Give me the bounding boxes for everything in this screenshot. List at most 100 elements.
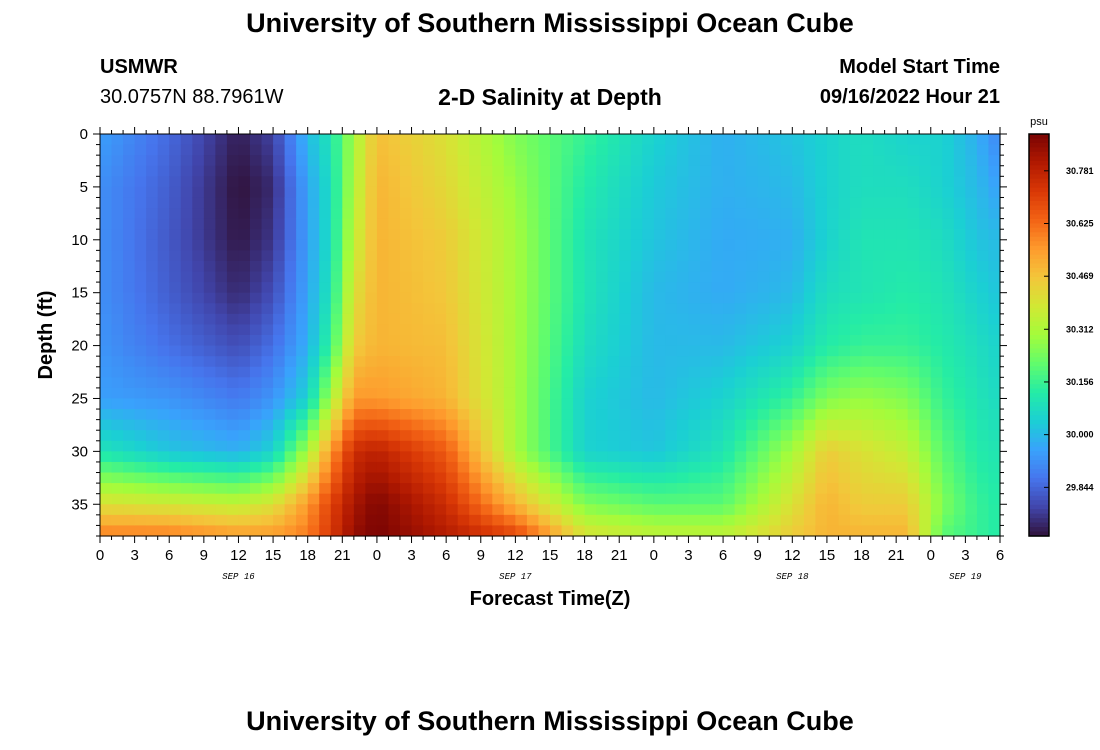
heatmap-cell xyxy=(861,250,874,262)
heatmap-cell xyxy=(480,451,493,463)
heatmap-cell xyxy=(688,366,701,378)
heatmap-cell xyxy=(238,461,251,474)
heatmap-cell xyxy=(619,239,632,251)
heatmap-cell xyxy=(896,525,909,537)
heatmap-cell xyxy=(100,165,113,177)
heatmap-cell xyxy=(573,483,586,495)
heatmap-cell xyxy=(261,493,274,505)
heatmap-cell xyxy=(746,525,759,537)
heatmap-cell xyxy=(353,387,366,400)
heatmap-cell xyxy=(526,409,540,421)
heatmap-cell xyxy=(284,208,297,220)
heatmap-cell xyxy=(884,525,897,537)
heatmap-cell xyxy=(965,514,978,527)
heatmap-cell xyxy=(123,377,136,389)
heatmap-cell xyxy=(919,514,932,527)
heatmap-cell xyxy=(965,398,978,410)
heatmap-cell xyxy=(411,472,424,484)
heatmap-cell xyxy=(861,197,874,209)
colorbar-segment xyxy=(1029,276,1049,282)
heatmap-cell xyxy=(492,409,505,421)
heatmap-cell xyxy=(896,271,909,283)
heatmap-cell xyxy=(596,218,609,230)
heatmap-cell xyxy=(723,218,736,230)
heatmap-cell xyxy=(942,356,955,368)
heatmap-cell xyxy=(919,377,932,389)
heatmap-cell xyxy=(861,398,874,410)
heatmap-cell xyxy=(365,335,378,347)
heatmap-cell xyxy=(157,134,170,146)
heatmap-cell xyxy=(838,345,851,357)
heatmap-cell xyxy=(180,430,193,442)
heatmap-cell xyxy=(792,303,805,315)
heatmap-cell xyxy=(319,461,332,474)
heatmap-cell xyxy=(723,504,736,516)
heatmap-cell xyxy=(203,260,216,273)
heatmap-cell xyxy=(411,282,424,294)
heatmap-cell xyxy=(930,303,943,315)
heatmap-cell xyxy=(676,514,690,527)
heatmap-cell xyxy=(988,409,1001,421)
heatmap-cell xyxy=(169,303,182,315)
colorbar-segment xyxy=(1029,156,1049,162)
heatmap-cell xyxy=(919,324,932,336)
heatmap-cell xyxy=(342,377,355,389)
heatmap-cell xyxy=(700,377,713,389)
heatmap-cell xyxy=(653,430,666,442)
heatmap-cell xyxy=(861,208,874,220)
heatmap-cell xyxy=(884,335,897,347)
heatmap-cell xyxy=(100,377,113,389)
heatmap-cell xyxy=(711,472,724,484)
heatmap-cell xyxy=(538,155,551,167)
heatmap-cell xyxy=(203,134,216,146)
heatmap-cell xyxy=(273,409,286,421)
heatmap-cell xyxy=(573,176,586,188)
heatmap-cell xyxy=(642,461,655,474)
heatmap-cell xyxy=(261,409,274,421)
heatmap-cell xyxy=(446,292,459,304)
heatmap-cell xyxy=(238,197,251,209)
heatmap-cell xyxy=(134,155,147,167)
heatmap-cell xyxy=(538,176,551,188)
heatmap-cell xyxy=(573,335,586,347)
heatmap-cell xyxy=(226,409,240,421)
heatmap-cell xyxy=(376,186,390,199)
heatmap-cell xyxy=(653,324,666,336)
colorbar-frame xyxy=(1028,133,1050,537)
heatmap-cell xyxy=(365,260,378,273)
heatmap-cell xyxy=(907,398,920,410)
heatmap-cell xyxy=(884,387,897,400)
heatmap-cell xyxy=(446,229,459,241)
heatmap-cell xyxy=(169,483,182,495)
heatmap-cell xyxy=(469,134,482,146)
x-tick-label: 9 xyxy=(477,547,485,564)
heatmap-cell xyxy=(896,324,909,336)
heatmap-cell xyxy=(642,493,655,505)
heatmap-cell xyxy=(850,483,863,495)
heatmap-cell xyxy=(376,387,390,400)
colorbar-segment xyxy=(1029,201,1049,207)
heatmap-cell xyxy=(734,345,747,357)
heatmap-cell xyxy=(734,303,747,315)
heatmap-cell xyxy=(850,451,863,463)
heatmap-cell xyxy=(376,483,390,495)
heatmap-cell xyxy=(273,440,286,452)
heatmap-cell xyxy=(330,239,343,251)
heatmap-cell xyxy=(457,155,470,167)
heatmap-cell xyxy=(376,525,390,537)
heatmap-cell xyxy=(515,155,528,167)
heatmap-cell xyxy=(342,461,355,474)
heatmap-cell xyxy=(146,271,159,283)
heatmap-cell xyxy=(688,186,701,199)
heatmap-cell xyxy=(988,186,1001,199)
heatmap-cell xyxy=(907,483,920,495)
heatmap-cell xyxy=(457,303,470,315)
colorbar: psu30.78130.62530.46930.31230.15630.0002… xyxy=(1028,116,1094,537)
heatmap-cell xyxy=(203,292,216,304)
heatmap-cell xyxy=(273,366,286,378)
heatmap-cell xyxy=(365,472,378,484)
heatmap-cell xyxy=(169,419,182,431)
heatmap-cell xyxy=(734,461,747,474)
heatmap-cell xyxy=(284,504,297,516)
heatmap-cell xyxy=(711,440,724,452)
